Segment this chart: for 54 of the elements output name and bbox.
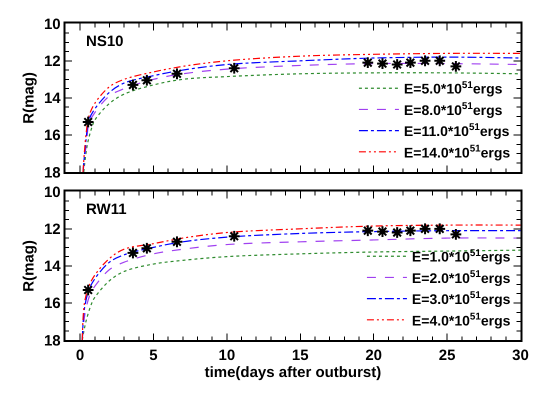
legend-label: E=14.0*10$^{51}$ergs [404, 143, 510, 160]
point [418, 54, 432, 68]
x-tick-label: 25 [438, 346, 456, 364]
y-axis-title: R(mag) [20, 72, 38, 124]
point [140, 242, 154, 255]
point [228, 62, 241, 75]
point [390, 58, 404, 71]
point [376, 225, 389, 238]
legend-label: E=1.0*10$^{51}$ergs [412, 248, 511, 265]
point [449, 60, 462, 73]
y-tick-label: 14 [44, 90, 62, 108]
legend-label: E=4.0*10$^{51}$ergs [412, 311, 511, 328]
point [228, 230, 241, 243]
y-tick-label: 12 [44, 53, 61, 70]
x-tick-label: 5 [149, 346, 158, 364]
x-tick-label: 0 [76, 346, 84, 364]
annotation: NS10 [86, 33, 124, 50]
x-axis-title: time(days after outburst) [204, 364, 382, 381]
point [126, 246, 140, 260]
y-tick-label: 14 [44, 258, 62, 276]
point [404, 56, 417, 70]
y-tick-label: 16 [44, 295, 61, 312]
x-tick-label: 30 [512, 346, 529, 364]
point [376, 57, 389, 70]
legend-label: E=3.0*10$^{51}$ergs [412, 290, 511, 308]
y-tick-label: 10 [44, 16, 61, 33]
point [404, 224, 417, 238]
point [126, 78, 140, 92]
legend-label: E=8.0*10$^{51}$ergs [404, 101, 503, 118]
y-tick-label: 18 [44, 164, 61, 182]
legend-label: E=11.0*10$^{51}$ergs [404, 122, 510, 140]
point [82, 284, 95, 296]
point [82, 116, 95, 128]
point [449, 228, 462, 241]
legend-label: E=5.0*10$^{51}$ergs [404, 80, 503, 97]
point [418, 222, 432, 236]
y-axis-title: R(mag) [20, 240, 38, 292]
point [390, 226, 404, 239]
point [170, 235, 184, 248]
point [361, 224, 374, 238]
legend-label: E=2.0*10$^{51}$ergs [412, 269, 511, 286]
y-tick-label: 10 [44, 184, 61, 201]
point [140, 74, 154, 87]
point [170, 67, 184, 80]
y-tick-label: 12 [44, 221, 61, 238]
point [361, 56, 374, 70]
x-tick-label: 15 [292, 346, 309, 364]
point [433, 222, 446, 236]
y-tick-label: 18 [44, 332, 61, 350]
x-tick-label: 10 [218, 346, 236, 364]
annotation: RW11 [86, 201, 127, 218]
y-tick-label: 16 [44, 127, 61, 144]
point [433, 54, 446, 68]
x-tick-label: 20 [365, 346, 382, 364]
